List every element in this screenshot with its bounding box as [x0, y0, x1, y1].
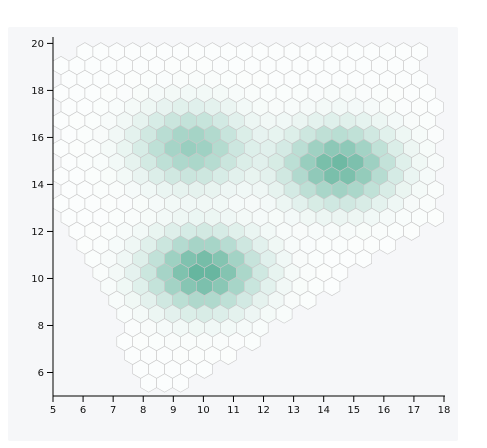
x-tick-label: 13 [287, 405, 300, 416]
y-tick-label: 16 [31, 133, 44, 144]
x-axis: 5 6 7 8 9 10 11 12 13 14 15 16 17 18 [50, 395, 451, 416]
hex-cell [427, 207, 444, 227]
x-tick: 8 [140, 396, 146, 416]
x-tick-label: 12 [257, 405, 270, 416]
hex-cell [244, 332, 261, 352]
y-tick: 14 [31, 180, 53, 191]
hex-cell [379, 235, 396, 255]
x-tick-label: 16 [377, 405, 390, 416]
y-tick: 20 [31, 39, 53, 50]
x-tick: 14 [317, 396, 330, 416]
hex-cells [52, 42, 444, 393]
x-tick: 13 [287, 396, 300, 416]
x-tick-label: 9 [170, 405, 176, 416]
hex-cell [220, 345, 237, 365]
x-tick: 9 [170, 396, 176, 416]
hex-cell [275, 304, 293, 324]
x-tick-label: 8 [140, 405, 146, 416]
x-tick: 10 [197, 396, 210, 416]
x-tick-label: 11 [227, 405, 240, 416]
y-tick-label: 14 [31, 180, 44, 191]
hex-cell [403, 221, 420, 241]
y-tick: 12 [31, 227, 53, 238]
y-tick: 8 [38, 321, 53, 332]
x-tick: 7 [110, 396, 116, 416]
x-tick-label: 7 [110, 405, 116, 416]
y-tick: 18 [31, 86, 53, 97]
y-tick-label: 8 [38, 321, 44, 332]
x-tick: 18 [438, 396, 451, 416]
x-tick: 11 [227, 396, 240, 416]
y-tick: 6 [38, 368, 53, 379]
x-tick-label: 5 [50, 405, 56, 416]
x-tick: 17 [408, 396, 421, 416]
y-tick-label: 10 [31, 274, 44, 285]
x-tick: 16 [377, 396, 390, 416]
y-tick-label: 18 [31, 86, 44, 97]
x-tick: 12 [257, 396, 270, 416]
hex-cell [172, 373, 189, 393]
x-tick-label: 6 [80, 405, 86, 416]
y-tick-label: 12 [31, 227, 44, 238]
hex-cell [323, 276, 341, 296]
y-tick: 16 [31, 133, 53, 144]
x-tick-label: 15 [347, 405, 360, 416]
hex-cell [355, 249, 373, 269]
hex-cell [299, 290, 317, 310]
x-tick-label: 14 [317, 405, 330, 416]
y-tick: 10 [31, 274, 53, 285]
y-tick-label: 20 [31, 39, 44, 50]
x-tick: 5 [50, 396, 56, 416]
x-tick-label: 18 [438, 405, 451, 416]
y-tick-label: 6 [38, 368, 44, 379]
x-tick: 6 [80, 396, 86, 416]
hex-cell [196, 359, 213, 379]
y-axis: 6 8 10 12 14 16 18 20 [31, 37, 54, 396]
x-tick: 15 [347, 396, 360, 416]
x-tick-label: 10 [197, 405, 210, 416]
x-tick-label: 17 [408, 405, 421, 416]
